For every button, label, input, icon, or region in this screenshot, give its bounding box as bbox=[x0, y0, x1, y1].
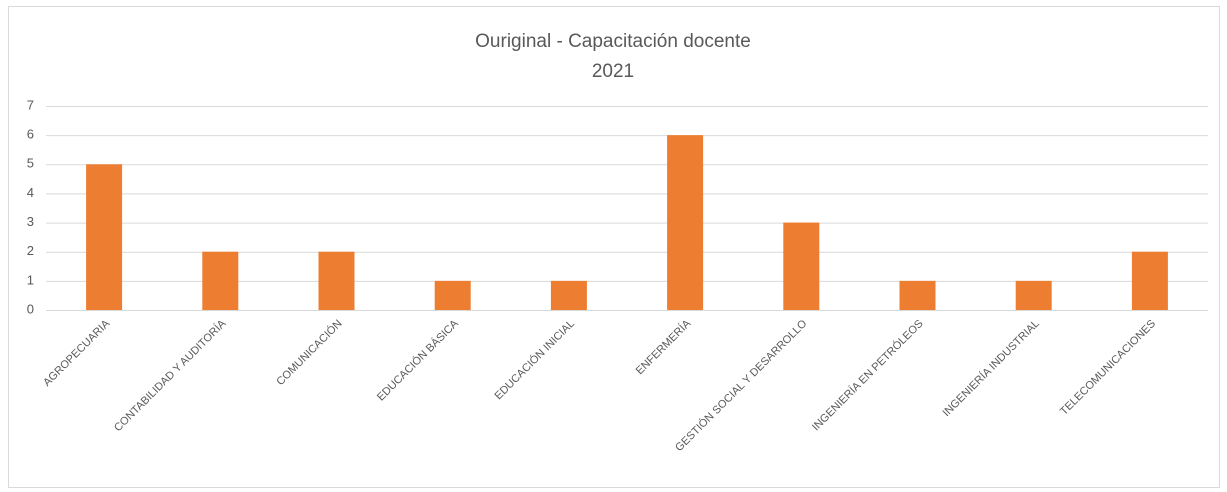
bar bbox=[899, 280, 936, 310]
bar bbox=[318, 251, 355, 310]
bar bbox=[550, 280, 587, 310]
chart-title: Ouriginal - Capacitación docente bbox=[475, 31, 751, 52]
chart-subtitle: 2021 bbox=[592, 61, 634, 82]
bar bbox=[202, 251, 239, 310]
bar bbox=[667, 135, 704, 310]
y-tick-label: 6 bbox=[27, 127, 34, 142]
y-tick-label: 4 bbox=[27, 185, 34, 200]
bar bbox=[1015, 280, 1052, 310]
y-tick-label: 5 bbox=[27, 156, 34, 171]
chart-border bbox=[8, 6, 1220, 488]
y-tick-label: 0 bbox=[27, 301, 34, 316]
y-tick-label: 7 bbox=[27, 97, 34, 112]
bar bbox=[783, 222, 820, 310]
y-tick-label: 2 bbox=[27, 243, 34, 258]
bar bbox=[434, 280, 471, 310]
y-tick-label: 1 bbox=[27, 272, 34, 287]
y-tick-label: 3 bbox=[27, 214, 34, 229]
bar bbox=[86, 164, 123, 310]
bar bbox=[1131, 251, 1168, 310]
